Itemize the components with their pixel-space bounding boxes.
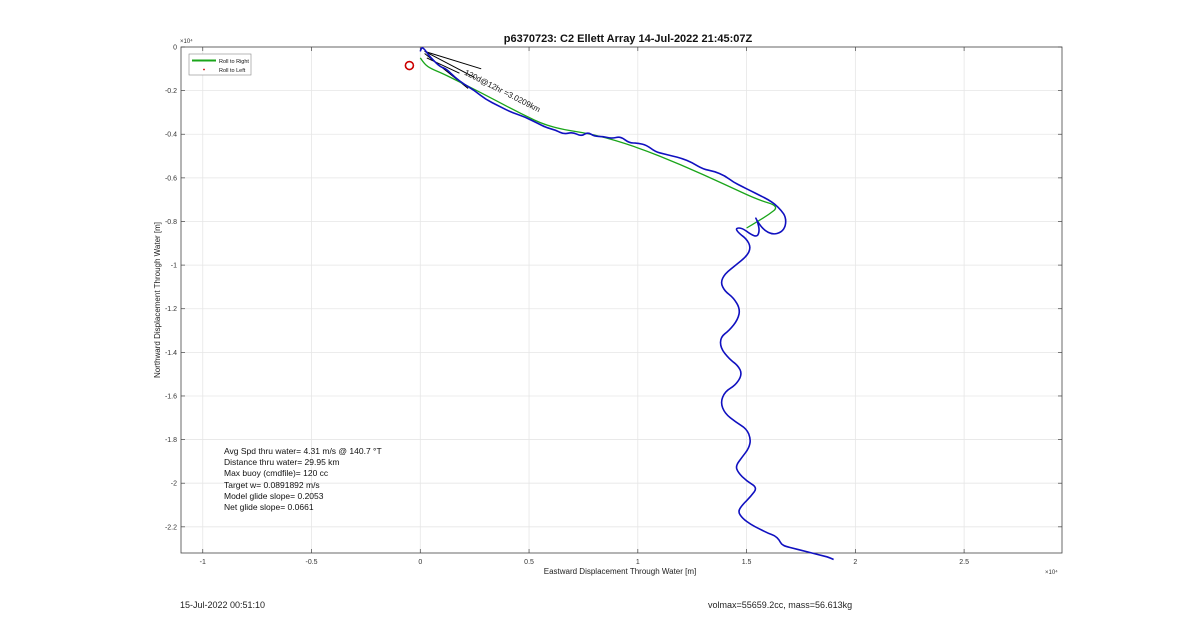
x-axis-exponent: ×10⁴: [1045, 569, 1058, 576]
x-tick-label: 0: [418, 559, 422, 566]
x-tick-label: 1: [636, 559, 640, 566]
axes-box: [180, 46, 1063, 554]
axis-ticks: -1 -0.5 0 0.5 1 1.5 2 2.5 0 -0.2 -0.4 -0.6 -0.8 -1 -1.…: [165, 45, 1062, 566]
y-tick-label: -2.2: [165, 524, 177, 531]
footer-timestamp: 15-Jul-2022 00:51:10: [180, 600, 266, 610]
x-tick-label: 2.5: [959, 559, 969, 566]
y-tick-label: -0.6: [165, 175, 177, 182]
y-tick-label: -2: [171, 481, 177, 488]
heading-line: [424, 50, 475, 78]
x-tick-label: 1.5: [742, 559, 752, 566]
legend-label-roll-left: Roll to Left: [219, 68, 246, 74]
stat-distance: Distance thru water= 29.95 km: [224, 457, 340, 468]
y-axis-exponent: ×10⁴: [180, 38, 193, 45]
data-markers: [404, 60, 415, 71]
y-tick-label: -1: [171, 263, 177, 270]
heading-line: [424, 50, 482, 70]
legend: Roll to Right Roll to Left: [188, 53, 252, 76]
axes-frame: [180, 46, 1063, 554]
stat-target-w: Target w= 0.0891892 m/s: [224, 479, 320, 490]
stats-text-box: Avg Spd thru water= 4.31 m/s @ 140.7 °T …: [224, 446, 382, 513]
y-tick-label: -1.8: [165, 437, 177, 444]
y-tick-label: -1.4: [165, 350, 177, 357]
x-tick-label: -1: [200, 559, 206, 566]
legend-label-roll-right: Roll to Right: [219, 59, 249, 65]
y-tick-label: -0.2: [165, 88, 177, 95]
x-axis-label: Eastward Displacement Through Water [m]: [544, 567, 697, 576]
data-series: [419, 47, 834, 561]
legend-swatch-roll-left: [203, 68, 205, 71]
series-roll-to-right: [419, 57, 777, 229]
y-tick-label: -1.2: [165, 306, 177, 313]
stat-max-buoy: Max buoy (cmdfile)= 120 cc: [224, 468, 329, 479]
y-tick-label: -0.8: [165, 219, 177, 226]
start-circle-marker: [404, 60, 415, 71]
footer-mass-info: volmax=55659.2cc, mass=56.613kg: [708, 600, 853, 610]
grid-lines: [181, 46, 1062, 553]
chart-title: p6370723: C2 Ellett Array 14-Jul-2022 21…: [504, 33, 753, 45]
y-axis-label: Northward Displacement Through Water [m]: [153, 222, 162, 378]
heading-line: [426, 57, 460, 74]
x-tick-label: 0.5: [524, 559, 534, 566]
stat-model-glide-slope: Model glide slope= 0.2053: [224, 490, 324, 501]
x-tick-label: 2: [853, 559, 857, 566]
y-tick-label: -0.4: [165, 132, 177, 139]
stat-avg-speed: Avg Spd thru water= 4.31 m/s @ 140.7 °T: [224, 446, 382, 456]
y-tick-label: -1.6: [165, 393, 177, 400]
x-tick-label: -0.5: [305, 559, 317, 566]
series-trajectory: [419, 47, 834, 561]
y-tick-label: 0: [173, 45, 177, 52]
stat-net-glide-slope: Net glide slope= 0.0661: [224, 502, 314, 513]
